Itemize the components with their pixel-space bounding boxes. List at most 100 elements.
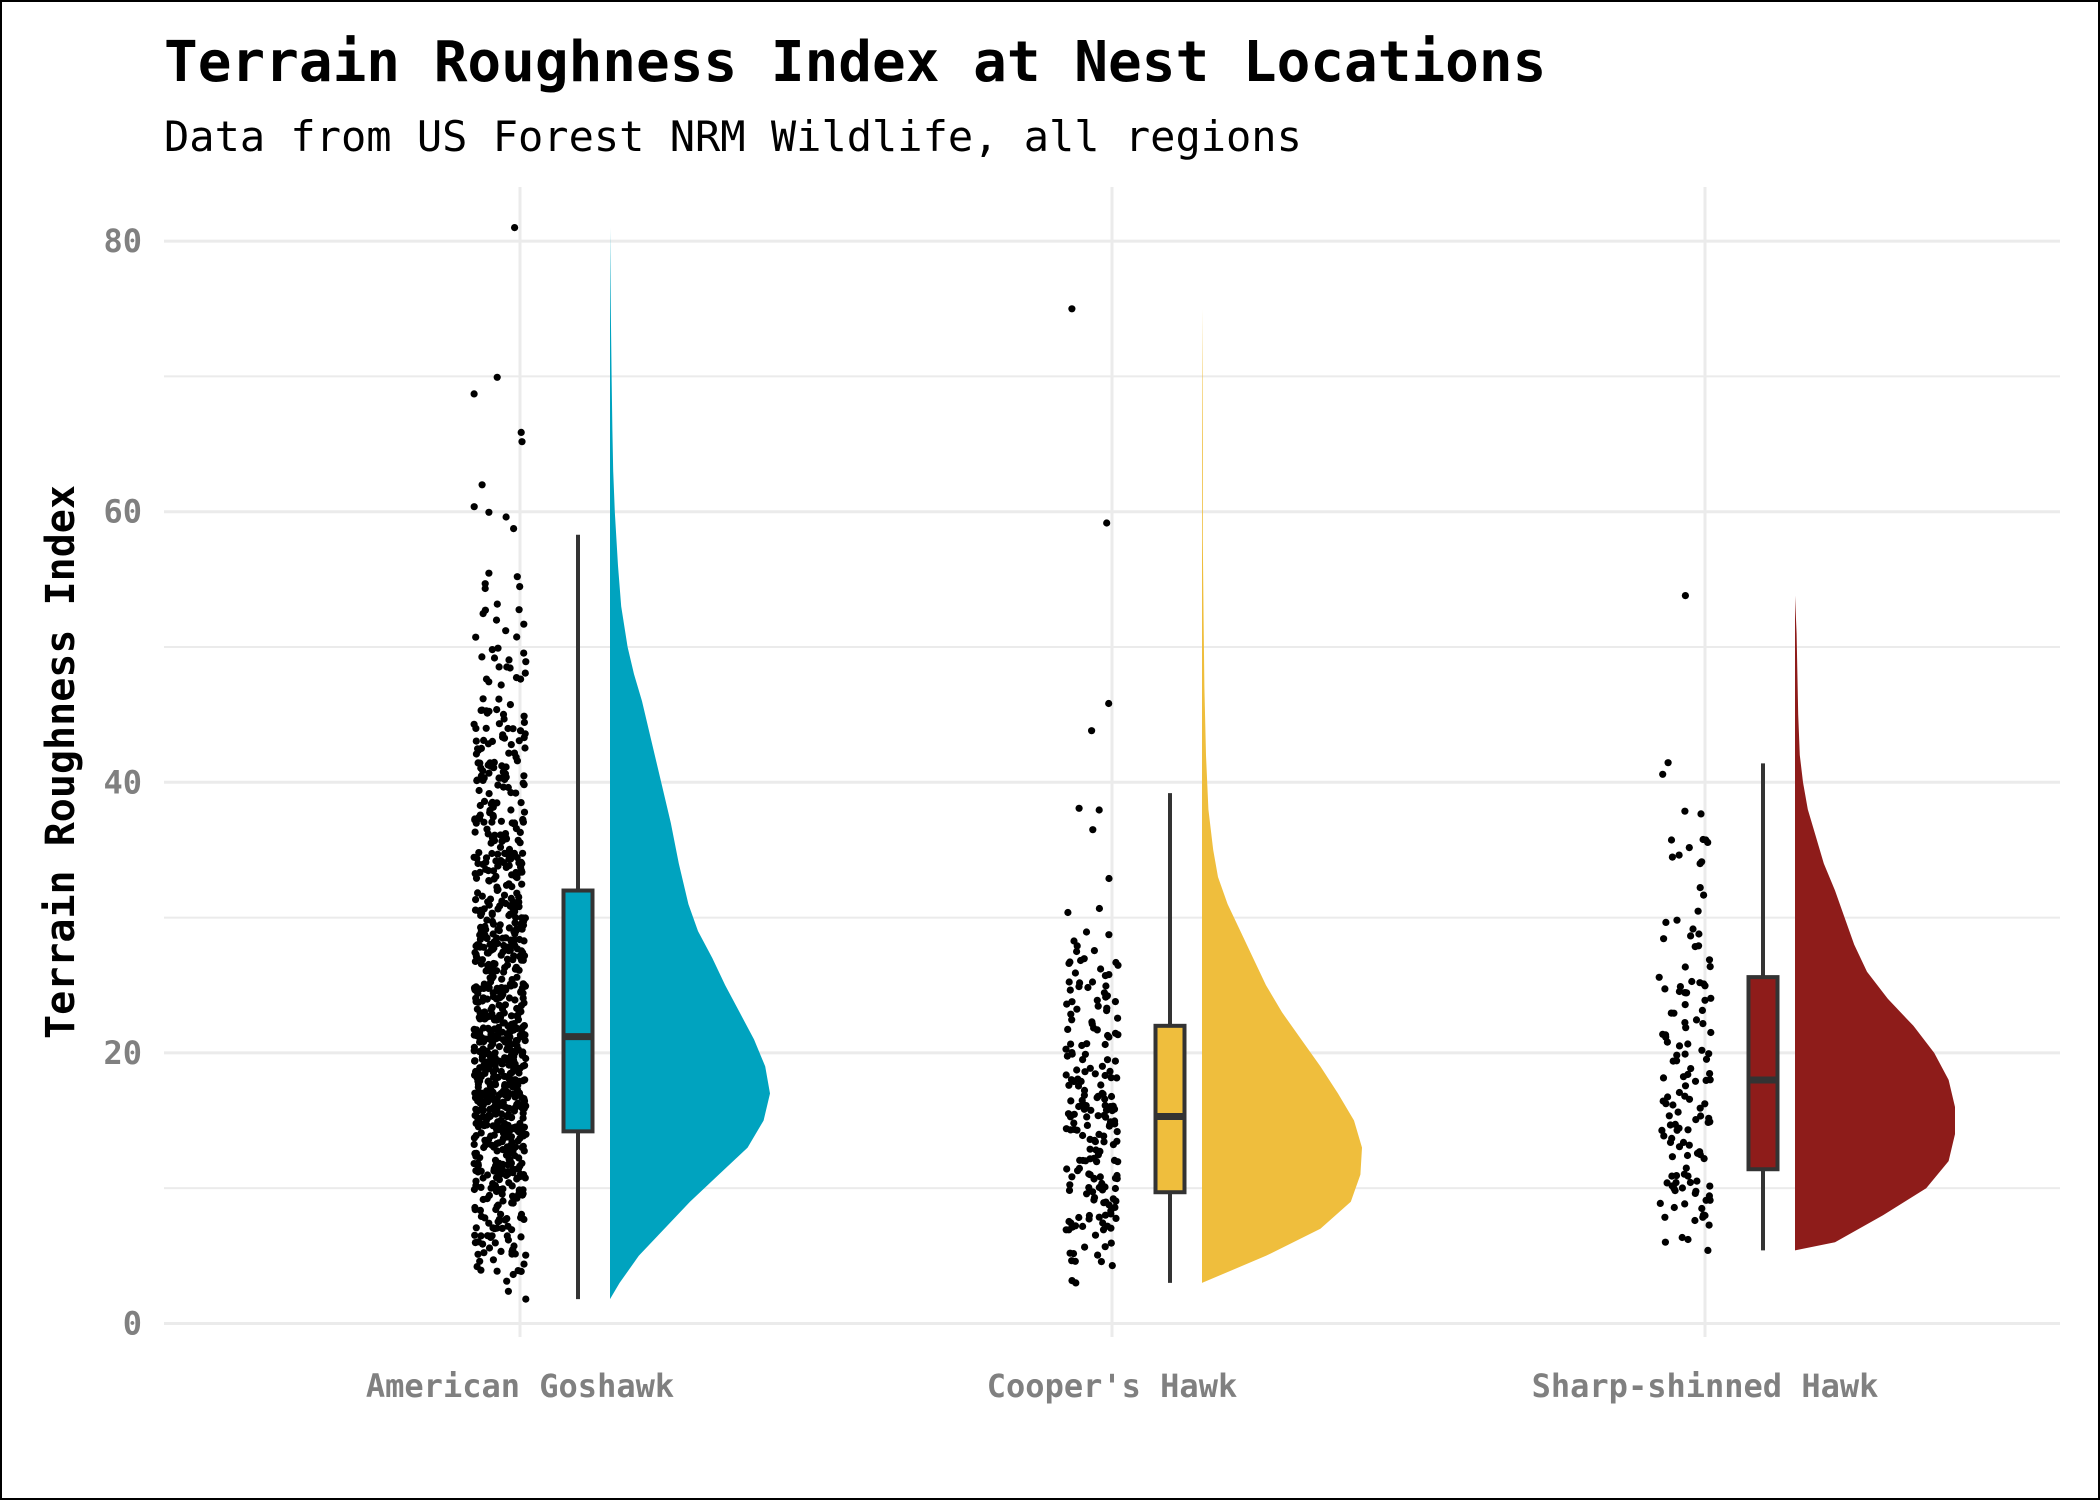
data-point	[1111, 1117, 1119, 1125]
data-point	[1680, 1170, 1688, 1178]
data-point	[1073, 942, 1081, 950]
data-point	[520, 982, 528, 990]
data-point	[1659, 1030, 1667, 1038]
data-point	[507, 938, 516, 946]
data-point	[519, 954, 527, 962]
data-point	[477, 1073, 485, 1081]
density-cloud	[1202, 308, 1362, 1283]
data-point	[1669, 1101, 1677, 1109]
data-point	[1071, 969, 1079, 977]
data-point	[482, 854, 491, 862]
data-point	[478, 481, 486, 489]
data-point	[479, 695, 487, 703]
data-point	[472, 633, 480, 641]
data-point	[520, 917, 528, 925]
data-point	[1062, 1045, 1070, 1053]
data-point	[512, 674, 521, 682]
data-point	[519, 1186, 527, 1194]
data-point	[489, 803, 497, 811]
data-point	[1691, 1216, 1699, 1225]
data-point	[509, 1270, 517, 1279]
data-point	[484, 949, 492, 957]
data-point	[521, 744, 529, 752]
data-point	[1097, 1081, 1105, 1089]
data-point	[508, 871, 516, 879]
data-point	[1075, 1213, 1083, 1222]
data-point	[471, 828, 479, 836]
data-point	[1066, 986, 1074, 994]
data-point	[1682, 1024, 1690, 1032]
data-point	[1067, 1040, 1075, 1048]
data-point	[1660, 1132, 1668, 1140]
data-point	[474, 1168, 482, 1176]
data-point	[512, 753, 520, 761]
data-point	[471, 1203, 479, 1212]
data-point	[492, 857, 500, 865]
data-point	[1706, 1182, 1714, 1190]
series-american-goshawk	[470, 224, 770, 1303]
data-point	[1073, 1066, 1081, 1074]
data-point	[1659, 770, 1667, 778]
data-point	[486, 974, 494, 982]
data-point	[517, 1267, 525, 1275]
data-point	[485, 508, 493, 516]
data-point	[477, 1266, 485, 1274]
data-point	[517, 799, 525, 807]
data-point	[480, 905, 488, 913]
data-point	[472, 998, 480, 1006]
data-point	[512, 1193, 521, 1201]
data-point	[501, 830, 510, 838]
data-point	[481, 1214, 489, 1222]
data-point	[485, 790, 493, 798]
data-point	[505, 656, 513, 664]
data-point	[481, 606, 489, 614]
data-point	[471, 948, 479, 957]
data-point	[1694, 907, 1702, 915]
data-point	[493, 1159, 501, 1167]
data-point	[477, 706, 485, 715]
data-point	[507, 894, 515, 903]
data-point	[495, 720, 503, 728]
data-point	[516, 1064, 524, 1072]
data-point	[1706, 963, 1714, 971]
data-point	[518, 1029, 526, 1037]
data-point	[495, 927, 503, 935]
data-point	[1683, 989, 1691, 997]
data-point	[488, 1141, 496, 1149]
data-point	[494, 1023, 503, 1032]
data-point	[477, 1183, 485, 1191]
data-point	[1114, 1014, 1122, 1022]
data-point	[496, 1011, 504, 1019]
data-point	[513, 945, 521, 953]
data-point	[1700, 891, 1708, 899]
data-point	[472, 1224, 480, 1232]
data-point	[508, 1182, 516, 1190]
data-point	[1681, 1050, 1689, 1058]
series-sharp-shinned-hawk	[1655, 592, 1955, 1254]
data-point	[499, 1036, 507, 1044]
data-point	[489, 1224, 497, 1232]
data-point	[478, 1034, 486, 1042]
data-point	[1111, 1057, 1119, 1065]
data-point	[1098, 1186, 1107, 1194]
data-point	[1083, 1113, 1091, 1121]
data-point	[1100, 1132, 1108, 1140]
data-point	[1086, 1135, 1094, 1143]
data-point	[489, 1122, 497, 1130]
data-point	[1065, 1217, 1073, 1226]
data-point	[515, 1089, 524, 1097]
data-point	[1107, 1239, 1115, 1247]
data-point	[1675, 1042, 1684, 1050]
data-point	[502, 763, 510, 771]
data-point	[510, 1020, 518, 1028]
data-point	[507, 741, 515, 749]
data-point	[1111, 1203, 1119, 1211]
data-point	[1685, 844, 1693, 852]
data-point	[470, 1140, 478, 1148]
data-point	[1704, 1246, 1712, 1254]
data-point	[1688, 977, 1696, 986]
data-point	[480, 1249, 488, 1257]
data-point	[521, 1076, 529, 1084]
data-point	[1065, 1186, 1074, 1194]
data-point	[1097, 1258, 1105, 1266]
